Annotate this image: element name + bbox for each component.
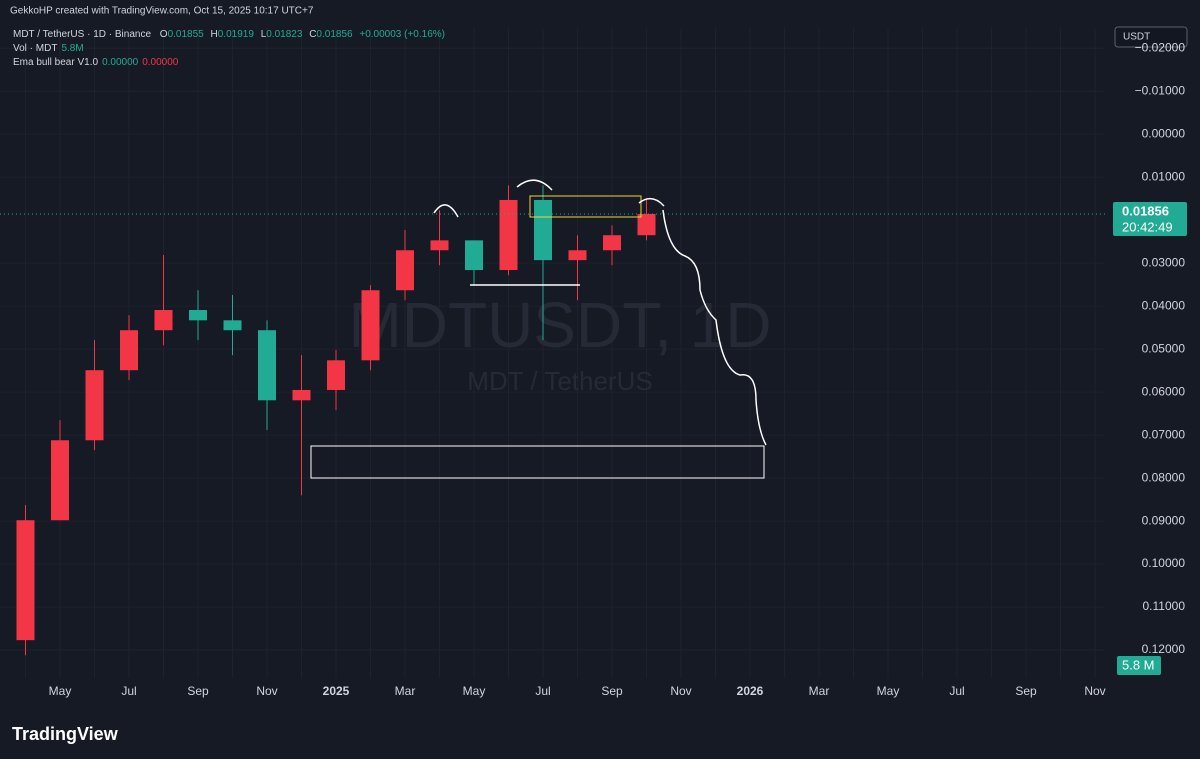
legend-h-label: H	[211, 29, 218, 40]
x-tick-label: Mar	[395, 684, 416, 698]
y-tick-label: 0.11000	[1143, 599, 1186, 613]
volume-tag	[1117, 656, 1161, 675]
candle-body	[223, 320, 242, 331]
x-tick-label: Sep	[601, 684, 623, 698]
candle-body	[534, 199, 552, 261]
price-axis: −0.02000 −0.01000 0.00000 0.01000 0.03000 0.0…	[49, 40, 1187, 698]
candle-body	[568, 250, 587, 261]
x-tick-label: Sep	[187, 684, 209, 698]
right-shoulder	[638, 197, 665, 207]
last-price-tag	[1113, 201, 1187, 236]
candle-body	[120, 330, 138, 371]
candle-body	[292, 389, 311, 401]
candle-body	[499, 199, 518, 271]
currency-button[interactable]	[1114, 26, 1188, 48]
candle-body	[258, 330, 276, 401]
watermark-name: MDT / TetherUS	[467, 366, 652, 396]
candle-body	[154, 310, 173, 331]
footer-logo: TradingView	[12, 724, 119, 744]
volume-name: Vol · MDT	[13, 43, 57, 54]
indicator-name: Ema bull bear V1.0	[13, 57, 98, 68]
currency-label[interactable]: USDT	[1123, 32, 1150, 43]
candles	[0, 185, 1105, 656]
annotations	[310, 179, 767, 479]
x-tick-label: Sep	[1015, 684, 1037, 698]
y-tick-label: 0.04000	[1142, 298, 1186, 312]
candle-body	[637, 213, 656, 236]
x-tick-label: 2025	[323, 684, 350, 698]
volume-line: Vol · MDT 5.8M	[13, 43, 84, 54]
x-tick-label: Nov	[1084, 684, 1105, 698]
head	[516, 179, 553, 191]
legend-h: 0.01919	[218, 29, 255, 40]
legend-l: 0.01823	[266, 29, 303, 40]
candle-body	[465, 240, 483, 271]
y-tick-label: 0.08000	[1142, 470, 1186, 484]
legend-o-label: O	[160, 29, 168, 40]
legend-c: 0.01856	[316, 29, 353, 40]
legend-change: +0.00003 (+0.16%)	[359, 29, 445, 40]
last-price-label: 0.01856	[1122, 203, 1169, 218]
watermark-symbol: MDTUSDT, 1D	[348, 289, 771, 361]
y-tick-label: 0.06000	[1142, 384, 1186, 398]
left-shoulder	[433, 204, 459, 218]
x-tick-label: May	[877, 684, 900, 698]
legend-c-label: C	[309, 29, 316, 40]
credit: GekkoHP created with TradingView.com, Oc…	[10, 6, 314, 17]
x-tick-label: Jul	[121, 684, 136, 698]
legend-o: 0.01855	[168, 29, 205, 40]
legend-line: MDT / TetherUS · 1D · Binance O0.01855 H…	[13, 29, 445, 40]
y-tick-label: 0.00000	[1142, 126, 1186, 140]
x-tick-label: 2026	[737, 684, 764, 698]
indicator-a: 0.00000	[102, 57, 139, 68]
projection-path	[662, 209, 767, 446]
x-tick-label: May	[463, 684, 486, 698]
x-tick-label: Nov	[256, 684, 277, 698]
y-tick-label: 0.10000	[1142, 556, 1186, 570]
y-tick-label: 0.05000	[1142, 341, 1186, 355]
y-tick-label: −0.01000	[1135, 83, 1186, 97]
candle-body	[603, 235, 621, 251]
y-tick-label: 0.03000	[1142, 255, 1186, 269]
candle-body	[396, 250, 414, 291]
x-tick-label: Mar	[809, 684, 830, 698]
candle-body	[51, 440, 69, 521]
target-box	[310, 445, 765, 479]
candle-body	[189, 310, 207, 321]
indicator-b: 0.00000	[142, 57, 179, 68]
x-tick-label: Jul	[535, 684, 550, 698]
legend-symbol: MDT / TetherUS · 1D · Binance	[13, 29, 151, 40]
y-tick-label: 0.09000	[1142, 513, 1186, 527]
volume-tag-label: 5.8 M	[1122, 657, 1155, 672]
candle-body	[85, 370, 104, 441]
x-tick-label: May	[49, 684, 72, 698]
y-tick-label: 0.12000	[1142, 642, 1186, 656]
candle-body	[430, 240, 449, 251]
y-tick-label: 0.01000	[1142, 169, 1186, 183]
y-tick-label: 0.07000	[1142, 427, 1186, 441]
x-tick-label: Nov	[670, 684, 691, 698]
candle-body	[327, 360, 345, 390]
volume-value: 5.8M	[61, 43, 83, 54]
countdown: 20:42:49	[1122, 219, 1173, 234]
x-tick-label: Jul	[949, 684, 964, 698]
candle-body	[16, 520, 35, 641]
y-tick-label: −0.02000	[1135, 40, 1186, 54]
indicator-line: Ema bull bear V1.0 0.00000 0.00000	[13, 57, 179, 68]
candle-body	[361, 290, 380, 361]
resistance-box	[529, 195, 642, 218]
legend-l-label: L	[261, 29, 267, 40]
